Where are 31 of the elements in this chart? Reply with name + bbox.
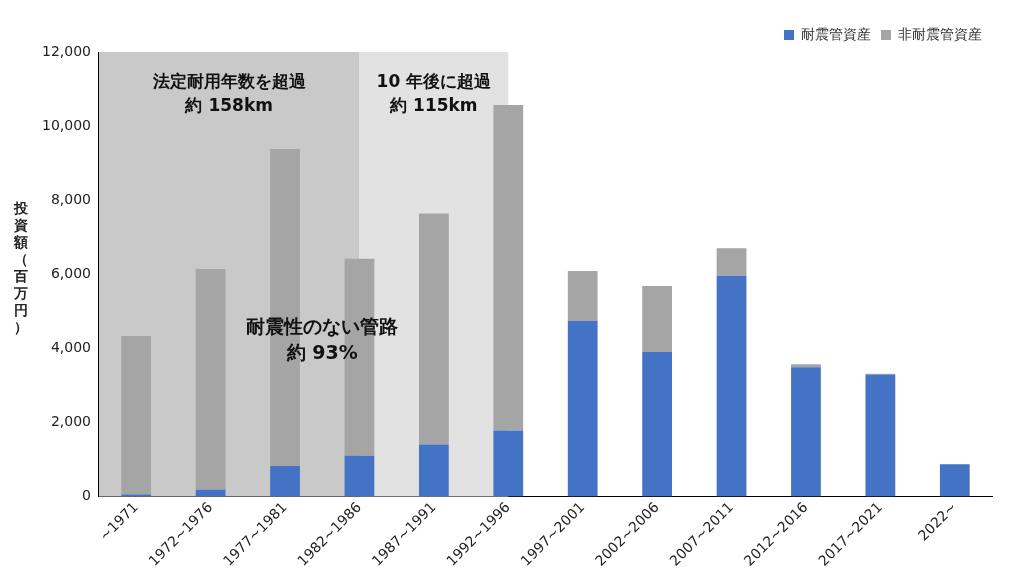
y-tick-label: 8,000 [50,190,91,207]
y-axis-title: 投資額（百万円） [14,200,28,336]
y-tick-label: 12,000 [41,42,91,59]
bar [418,444,449,497]
bar [791,367,821,497]
y-tick-label: 4,000 [50,338,91,355]
bar [716,275,747,497]
bar [939,464,970,497]
bar [791,364,821,368]
band-label: 法定耐用年数を超過約 158km [151,70,306,115]
y-tick-label: 2,000 [50,413,91,430]
annotation: 耐震性のない管路約 93% [246,315,399,364]
legend-label: 非耐震管資産 [898,25,982,42]
bar [642,352,672,497]
bar [344,455,375,497]
y-tick-label: 10,000 [41,116,91,133]
bar [493,104,524,431]
band-label: 10 年後に超過約 115km [376,70,492,115]
bar [270,466,300,497]
bar [567,270,598,321]
bar [567,320,598,497]
y-tick-label: 6,000 [50,264,91,281]
bar [642,286,672,352]
bar [716,248,747,276]
bar [195,269,226,490]
y-tick-label: 0 [82,487,91,504]
bar [865,374,896,497]
bar [493,430,524,497]
bar [418,213,449,445]
legend-label: 耐震管資産 [801,25,871,42]
bar [121,336,152,495]
